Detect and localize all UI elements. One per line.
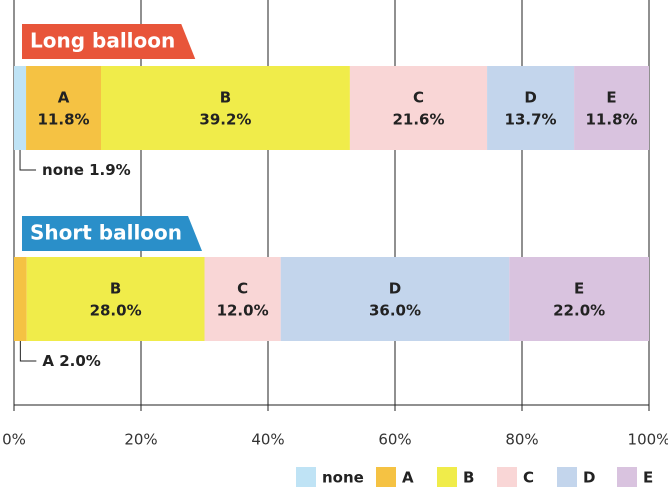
legend-label: D	[583, 469, 595, 487]
bar-segment	[349, 66, 488, 150]
leader-line	[19, 341, 37, 362]
legend-swatch	[617, 467, 637, 487]
data-label: 11.8%	[586, 111, 638, 129]
category-label: Long balloon	[30, 29, 175, 53]
segment-name: C	[237, 280, 248, 298]
data-label: 22.0%	[553, 302, 605, 320]
bar-segment	[509, 257, 649, 341]
legend-swatch	[376, 467, 396, 487]
legend-swatch	[497, 467, 517, 487]
segment-name: A	[58, 89, 70, 107]
data-label: 1.9%	[89, 161, 131, 179]
category-label: Short balloon	[30, 221, 182, 245]
data-label: 2.0%	[59, 352, 101, 370]
data-label: 13.7%	[505, 111, 557, 129]
bar-segment	[204, 257, 281, 341]
bar-segment	[14, 257, 27, 341]
legend-label: A	[402, 469, 414, 487]
data-label: 36.0%	[369, 302, 421, 320]
leader-line	[19, 150, 37, 171]
segment-name: E	[574, 280, 584, 298]
x-tick-label: 0%	[2, 431, 26, 449]
bar-segment	[574, 66, 649, 150]
outside-label: none 1.9%	[42, 161, 131, 179]
category-banner: Long balloon	[22, 24, 196, 59]
data-label: 12.0%	[217, 302, 269, 320]
segment-name: C	[413, 89, 424, 107]
segment-name: E	[606, 89, 616, 107]
x-tick-label: 100%	[628, 431, 668, 449]
legend-label: none	[322, 469, 364, 487]
segment-name: none	[42, 161, 84, 179]
x-tick-label: 80%	[505, 431, 538, 449]
legend-label: B	[463, 469, 474, 487]
data-label: 11.8%	[38, 111, 90, 129]
bar-segment	[100, 66, 350, 150]
category-banner: Short balloon	[22, 216, 203, 251]
x-tick-label: 60%	[378, 431, 411, 449]
segment-name: D	[389, 280, 401, 298]
bar-segment	[280, 257, 510, 341]
data-label: 28.0%	[90, 302, 142, 320]
segment-name: D	[524, 89, 536, 107]
bar-segment	[26, 66, 101, 150]
bar-segment	[26, 257, 205, 341]
legend-label: E	[643, 469, 653, 487]
x-tick-label: 20%	[124, 431, 157, 449]
legend-swatch	[296, 467, 316, 487]
bar-segment	[487, 66, 575, 150]
bar-segment	[14, 66, 27, 150]
banner-shape	[22, 216, 203, 251]
legend-label: C	[523, 469, 534, 487]
segment-name: A	[42, 352, 54, 370]
segment-name: B	[220, 89, 231, 107]
x-tick-label: 40%	[251, 431, 284, 449]
legend-swatch	[437, 467, 457, 487]
legend-swatch	[557, 467, 577, 487]
outside-label: A 2.0%	[42, 352, 100, 370]
data-label: 21.6%	[392, 111, 444, 129]
data-label: 39.2%	[199, 111, 251, 129]
segment-name: B	[110, 280, 121, 298]
banner-shape	[22, 24, 196, 59]
